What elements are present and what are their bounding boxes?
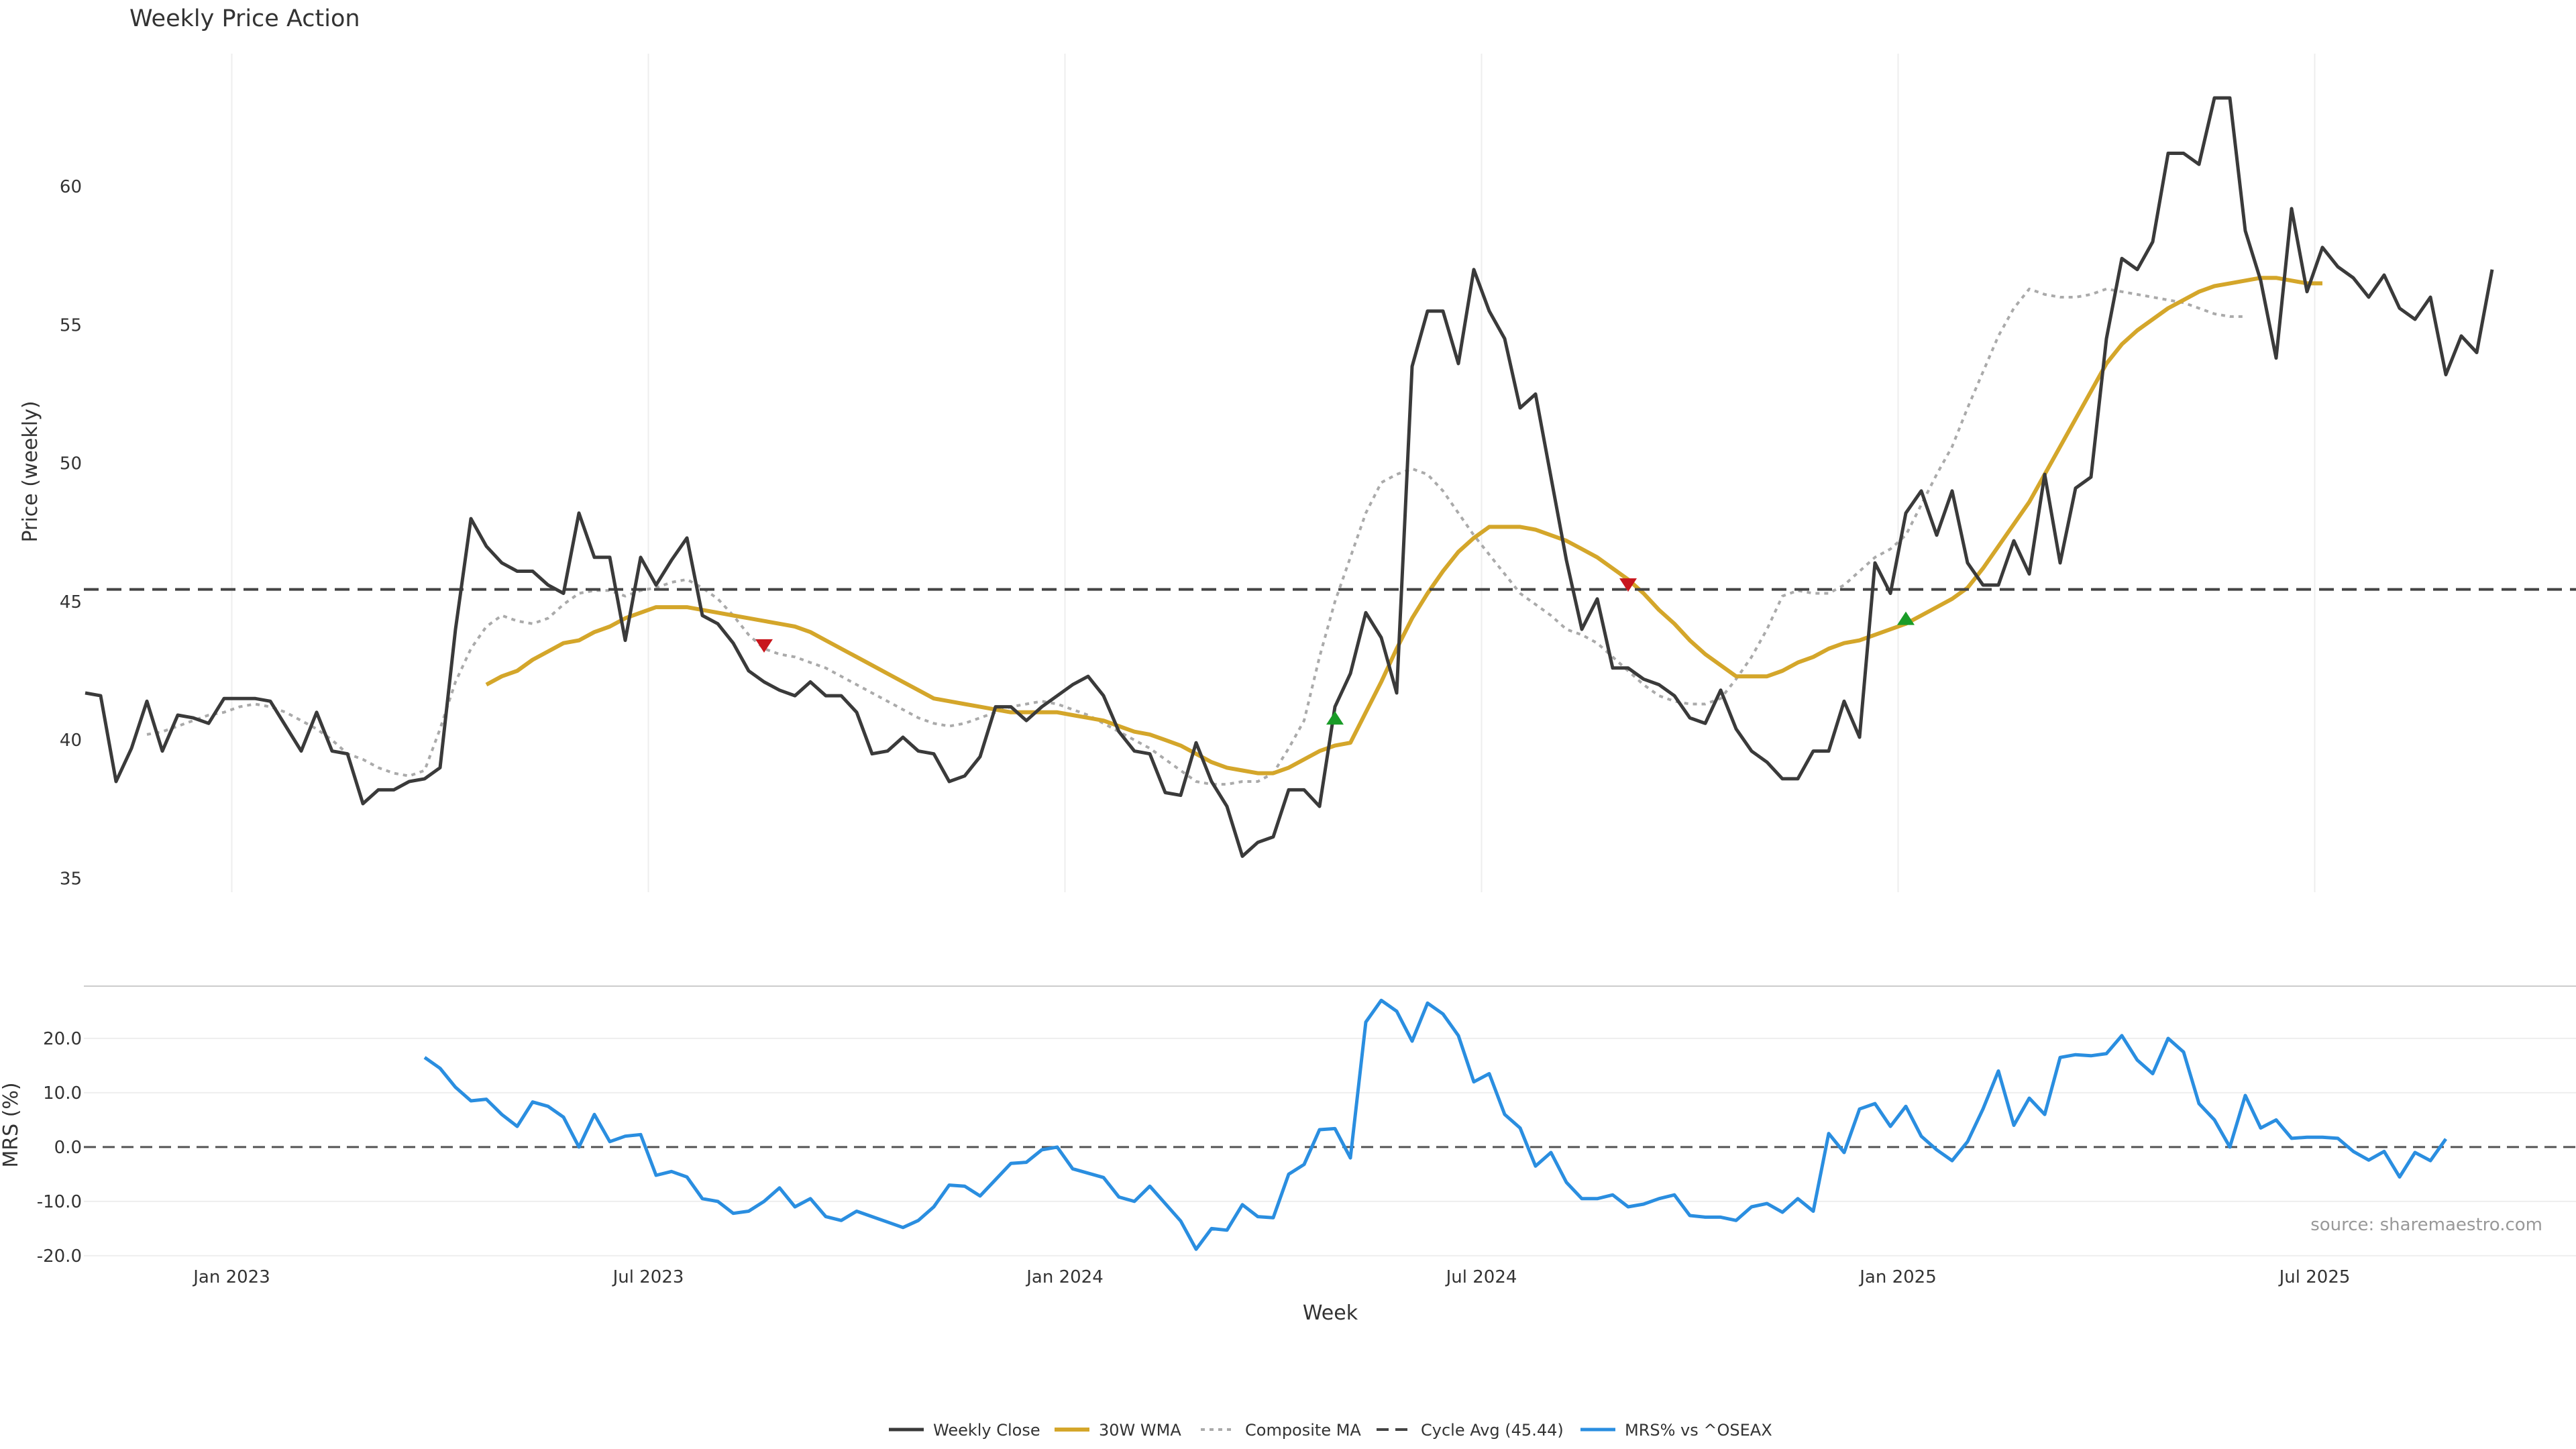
price-y-tick-label: 40 — [60, 731, 82, 751]
x-tick-label: Jul 2024 — [1445, 1267, 1517, 1287]
price-series — [84, 96, 2576, 858]
mrs-y-ticks: 20.0 10.0 0.0 -10.0 -20.0 — [37, 1029, 82, 1267]
x-axis-label: Week — [1303, 1301, 1358, 1325]
mrs-y-tick-label: 10.0 — [43, 1083, 82, 1104]
price-gridlines — [231, 54, 2316, 892]
legend: Weekly Close 30W WMA Composite MA Cycle Avg… — [889, 1421, 1772, 1440]
price-y-tick-label: 60 — [60, 177, 82, 197]
price-y-tick-label: 45 — [60, 592, 82, 612]
x-tick-label: Jan 2023 — [192, 1267, 270, 1287]
composite-ma-line — [146, 287, 2245, 786]
legend-label: Composite MA — [1245, 1421, 1361, 1440]
price-y-axis-label: Price (weekly) — [19, 400, 42, 542]
mrs-y-tick-label: 0.0 — [54, 1138, 82, 1158]
signal-markers — [755, 578, 1915, 725]
x-tick-label: Jul 2023 — [612, 1267, 684, 1287]
mrs-y-axis-label: MRS (%) — [0, 1082, 23, 1167]
chart-title: Weekly Price Action — [129, 5, 360, 32]
x-ticks: Jan 2023 Jul 2023 Jan 2024 Jul 2024 Jan 2025… — [192, 1267, 2350, 1287]
mrs-y-tick-label: -10.0 — [37, 1192, 82, 1212]
x-tick-label: Jan 2024 — [1025, 1267, 1104, 1287]
mrs-panel: 20.0 10.0 0.0 -10.0 -20.0 MRS (%) source: sh… — [0, 998, 2576, 1267]
legend-label: MRS% vs ^OSEAX — [1625, 1421, 1772, 1440]
legend-label: Weekly Close — [933, 1421, 1040, 1440]
wma-30w-line — [485, 276, 2322, 775]
price-y-tick-label: 55 — [60, 315, 82, 335]
price-y-tick-label: 35 — [60, 869, 82, 889]
mrs-y-tick-label: -20.0 — [37, 1246, 82, 1267]
sell-signal-marker — [755, 639, 773, 653]
mrs-line — [423, 998, 2448, 1251]
mrs-gridlines — [84, 1037, 2576, 1256]
legend-label: 30W WMA — [1099, 1421, 1181, 1440]
mrs-y-tick-label: 20.0 — [43, 1029, 82, 1049]
mrs-series — [84, 998, 2576, 1251]
legend-label: Cycle Avg (45.44) — [1421, 1421, 1564, 1440]
buy-signal-marker — [1897, 611, 1915, 625]
buy-signal-marker — [1326, 711, 1344, 725]
weekly-close-line — [85, 96, 2494, 858]
price-panel: 35 40 45 50 55 60 Price (weekly) — [19, 54, 2576, 892]
sell-signal-marker — [1619, 578, 1637, 592]
price-y-ticks: 35 40 45 50 55 60 — [60, 177, 82, 889]
x-tick-label: Jul 2025 — [2278, 1267, 2351, 1287]
source-annotation: source: sharemaestro.com — [2310, 1215, 2542, 1235]
price-y-tick-label: 50 — [60, 454, 82, 474]
x-tick-label: Jan 2025 — [1858, 1267, 1937, 1287]
